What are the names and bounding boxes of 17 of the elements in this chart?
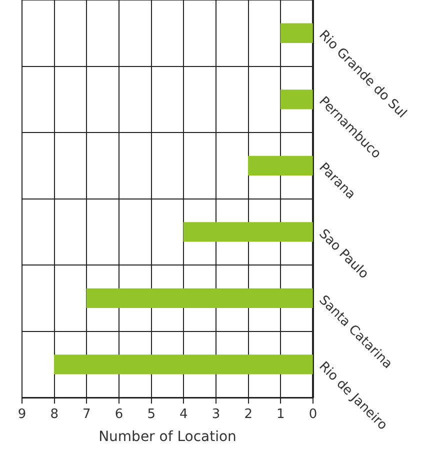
x-tick-label: 7 [82, 406, 91, 422]
bar [183, 222, 313, 242]
x-tick-label: 3 [212, 406, 220, 422]
bar [280, 90, 313, 110]
x-tick-label: 9 [18, 406, 26, 422]
bar [280, 23, 313, 43]
x-tick-label: 1 [276, 406, 285, 422]
bar [86, 288, 313, 308]
x-tick-label: 6 [114, 406, 124, 422]
x-tick-label: 4 [180, 406, 188, 422]
bar [54, 354, 313, 374]
x-tick-label: 8 [50, 406, 58, 422]
x-axis-title: Number of Location [98, 429, 236, 446]
x-tick-label: 0 [308, 406, 318, 422]
x-tick-label: 5 [147, 406, 156, 422]
bar [248, 156, 313, 176]
x-tick-label: 2 [244, 406, 252, 422]
